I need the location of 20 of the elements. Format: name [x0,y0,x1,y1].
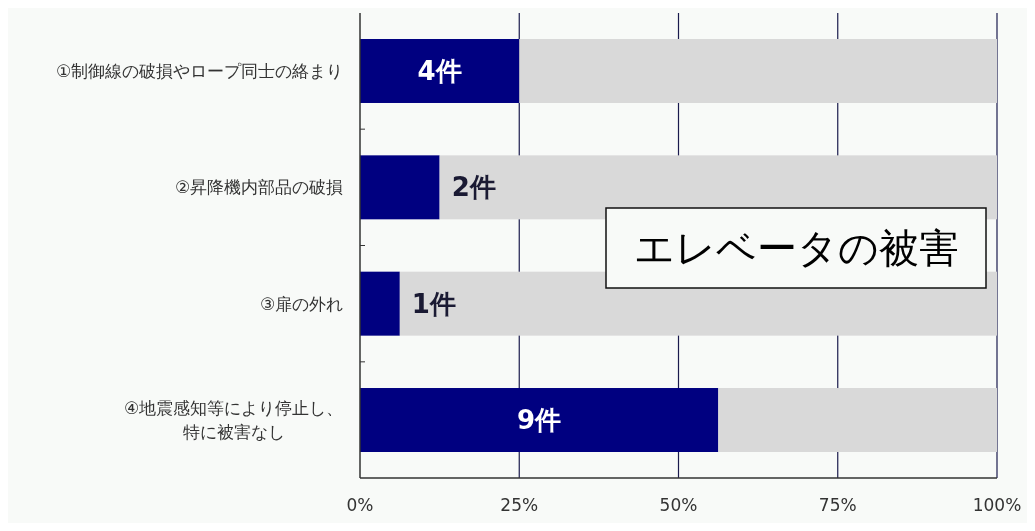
y-tick-label: ①制御線の破損やロープ同士の絡まり [55,60,344,81]
x-tick-label: 25% [500,495,539,515]
annotation: 1件 [411,288,456,319]
annotation: 9件 [517,405,562,436]
text: エレベータの被害 [633,225,959,271]
bar [360,388,719,452]
bar [360,155,440,220]
x-tick-label: 75% [818,495,857,515]
y-tick-label: ④地震感知等により停止し、特に被害なし [123,398,344,443]
x-tick-label: 0% [346,495,374,515]
annotation: 4件 [417,55,462,86]
annotation: 2件 [451,172,496,203]
y-tick-label: ③扉の外れ [259,293,344,314]
x-tick-label: 50% [659,495,698,515]
bar [360,39,520,103]
y-tick-label: ②昇降機内部品の破損 [174,177,344,198]
bar [519,39,997,103]
x-tick-label: 100% [972,495,1022,515]
bar [718,388,997,452]
bar [360,271,400,336]
